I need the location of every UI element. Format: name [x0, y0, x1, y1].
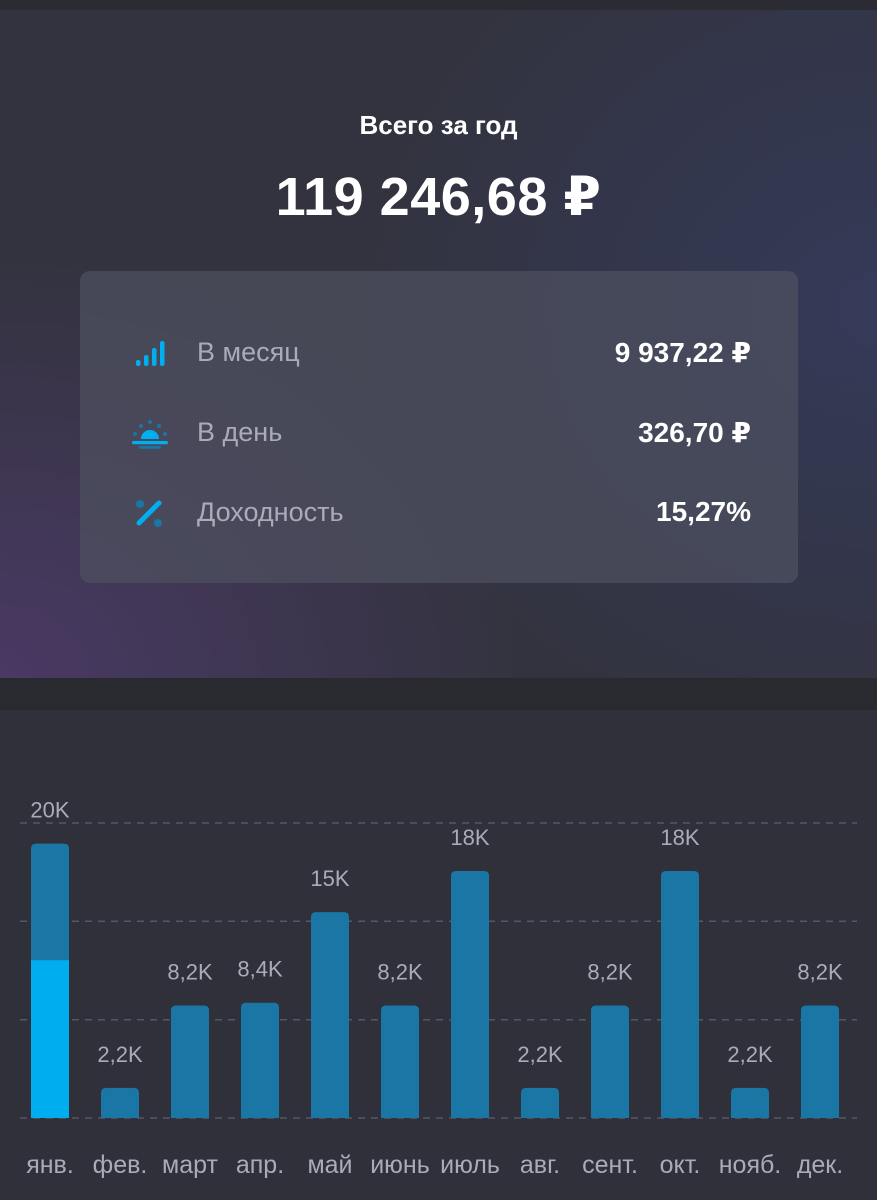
- percent-icon: [136, 500, 162, 527]
- bar-2: [101, 1087, 139, 1118]
- data-label: 20K: [30, 798, 69, 823]
- summary-title: Всего за год: [359, 110, 518, 140]
- x-tick-label: дек.: [797, 1151, 843, 1179]
- x-tick-label: июнь: [370, 1151, 430, 1179]
- stat-row-monthly: В месяц 9 937,22 ₽: [80, 323, 798, 383]
- x-tick-label: янв.: [26, 1151, 74, 1179]
- bar-9: [591, 1005, 629, 1118]
- stat-label-daily: В день: [197, 417, 283, 447]
- x-tick-label: июль: [440, 1151, 500, 1179]
- data-label: 8,4K: [237, 957, 283, 982]
- monthly-income-bar-chart: 20K янв. 2,2K фев. 8,2K март 8,4K апр. 15K май 8,2…: [20, 798, 857, 1179]
- section-divider: [0, 678, 877, 710]
- data-label: 2,2K: [97, 1042, 143, 1067]
- stat-label-monthly: В месяц: [197, 337, 300, 367]
- x-tick-label: май: [307, 1151, 352, 1179]
- data-label: 15K: [310, 866, 349, 891]
- data-label: 8,2K: [167, 960, 213, 985]
- bar-12: [801, 1005, 839, 1118]
- bar-11: [731, 1087, 769, 1118]
- status-strip: [0, 0, 877, 10]
- bar-7: [451, 871, 489, 1118]
- x-tick-label: март: [162, 1151, 218, 1179]
- x-tick-label: сент.: [582, 1151, 638, 1179]
- stats-card: В месяц 9 937,22 ₽ В день 326,70 ₽ Доход…: [80, 271, 798, 583]
- x-tick-label: фев.: [93, 1151, 148, 1179]
- stat-value-yield: 15,27%: [656, 496, 751, 527]
- data-label: 2,2K: [727, 1042, 773, 1067]
- x-tick-label: авг.: [520, 1151, 560, 1179]
- data-label: 8,2K: [587, 960, 633, 985]
- summary-total-amount: 119 246,68 ₽: [275, 167, 602, 227]
- stat-row-yield: Доходность 15,27%: [80, 483, 798, 543]
- data-label: 18K: [660, 825, 699, 850]
- data-label: 8,2K: [797, 960, 843, 985]
- bar-8: [521, 1087, 559, 1118]
- stat-value-monthly: 9 937,22 ₽: [614, 337, 751, 368]
- stat-row-daily: В день 326,70 ₽: [80, 403, 798, 463]
- x-tick-label: апр.: [236, 1151, 284, 1179]
- bar-3: [171, 1005, 209, 1118]
- bar-6: [381, 1005, 419, 1118]
- bar-highlight-segment: [31, 960, 69, 1118]
- x-tick-label: окт.: [660, 1151, 701, 1179]
- stat-value-daily: 326,70 ₽: [638, 417, 751, 448]
- bar-10: [661, 871, 699, 1118]
- data-label: 2,2K: [517, 1042, 563, 1067]
- bar-signal-icon: [136, 341, 165, 366]
- data-label: 8,2K: [377, 960, 423, 985]
- data-label: 18K: [450, 825, 489, 850]
- bar-5: [311, 912, 349, 1118]
- x-tick-label: нояб.: [719, 1151, 782, 1179]
- bar-4: [241, 1002, 279, 1118]
- sunrise-icon: [132, 420, 168, 449]
- stat-label-yield: Доходность: [197, 497, 344, 527]
